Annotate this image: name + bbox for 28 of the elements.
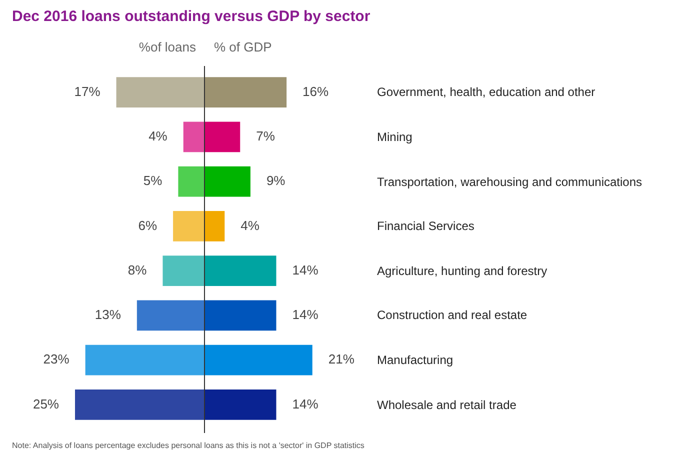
data-label: 9%	[266, 173, 286, 188]
data-label: 25%	[32, 396, 60, 412]
data-label: 14%	[292, 307, 319, 322]
data-label: 17%	[74, 84, 101, 99]
data-label: 8%	[128, 262, 148, 278]
chart-title: Dec 2016 loans outstanding versus GDP by sector	[12, 8, 370, 25]
data-label: 6%	[138, 218, 158, 233]
y-tick-label: Transportation, warehousing and communications	[377, 174, 642, 190]
y-tick-label: Agriculture, hunting and forestry	[377, 262, 548, 279]
data-label: 21%	[328, 352, 355, 367]
y-tick-label: Mining	[377, 128, 412, 145]
y-tick-label: Government, health, education and other	[377, 84, 596, 100]
y-tick-label: Wholesale and retail trade	[377, 396, 516, 413]
data-label: 4%	[148, 128, 168, 144]
data-label: 23%	[43, 352, 70, 367]
text: Note: Analysis of loans percentage excludes personal loans as this is not a 'sector' in GDP statistics	[12, 441, 364, 450]
series-label: %of loans	[138, 40, 196, 55]
data-label: 4%	[240, 218, 260, 233]
y-tick-label: Construction and real estate	[377, 307, 528, 324]
data-label: 5%	[143, 173, 163, 188]
data-label: 16%	[302, 84, 330, 99]
y-tick-label: Financial Services	[377, 218, 474, 234]
data-label: 13%	[94, 307, 122, 322]
data-label: 14%	[292, 396, 319, 412]
data-label: 7%	[256, 128, 276, 144]
data-label: 14%	[292, 262, 319, 278]
y-tick-label: Manufacturing	[377, 352, 454, 368]
series-label: % of GDP	[214, 40, 272, 55]
